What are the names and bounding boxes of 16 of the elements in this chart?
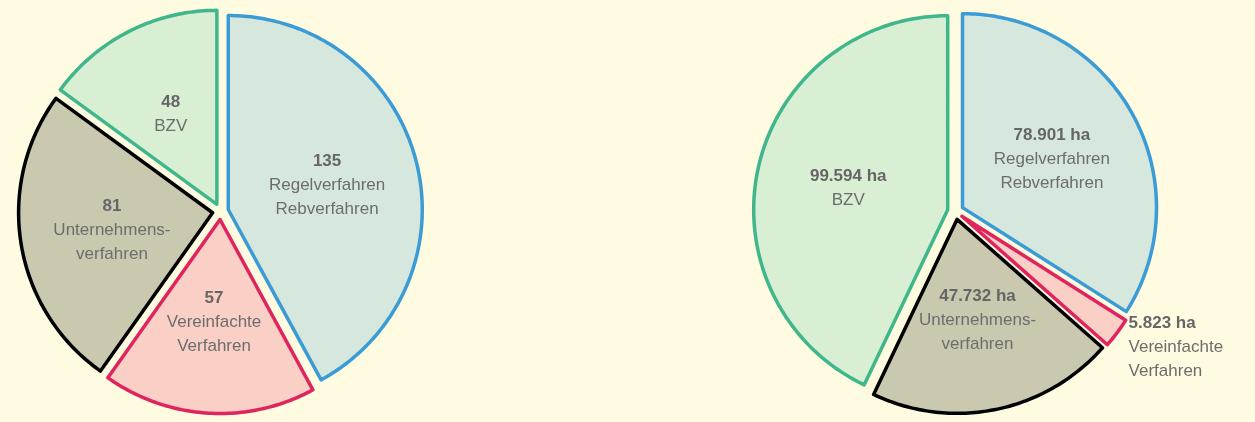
slice-label: Regelverfahren Rebverfahren	[268, 174, 386, 218]
slice-label: Vereinfachte Verfahren	[1128, 336, 1224, 380]
data-label: 78.901 ha	[1013, 125, 1091, 145]
slice-label: Unternehmens- verfahren	[918, 309, 1037, 353]
data-label: 135	[312, 151, 342, 171]
slice-label: BZV	[154, 115, 188, 135]
data-label: 81	[102, 196, 122, 216]
data-label: 99.594 ha	[809, 165, 888, 185]
slice-label: Unternehmens- verfahren	[53, 219, 171, 263]
slice-label: Vereinfachte Verfahren	[166, 311, 262, 355]
data-label: 5.823 ha	[1128, 312, 1197, 332]
data-label: 57	[204, 288, 224, 308]
slice-label: Regelverfahren Rebverfahren	[993, 149, 1111, 193]
slice-label: BZV	[831, 189, 866, 209]
data-label: 48	[161, 92, 181, 112]
data-label: 47.732 ha	[939, 285, 1017, 305]
